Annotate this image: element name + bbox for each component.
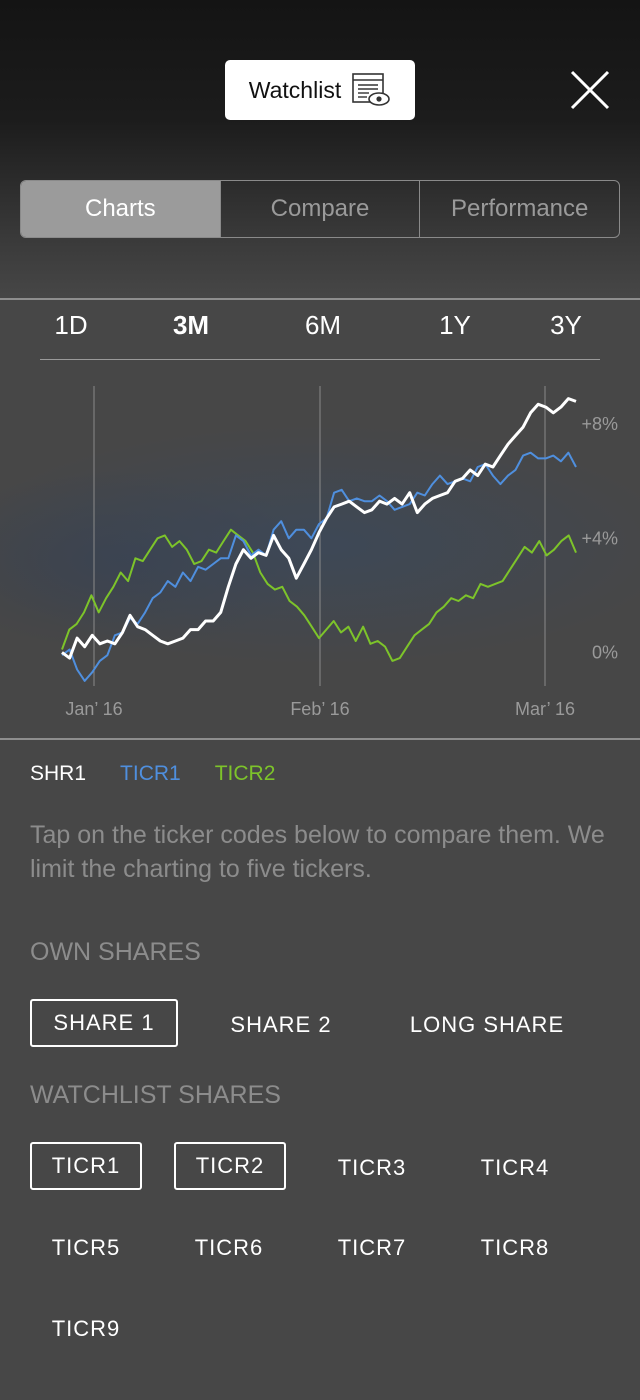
series-line-shr1 [61,397,577,660]
watchlist-label: Watchlist [248,76,342,103]
compare-instructions: Tap on the ticker codes below to compare… [30,821,605,883]
view-segmented-control: Charts Compare Performance [20,180,620,238]
series-line-ticr1 [61,451,577,682]
share-chip[interactable]: LONG SHARE [409,1012,565,1037]
tab-performance[interactable]: Performance [419,181,619,237]
watchlist-shares-heading: WATCHLIST SHARES [30,1081,281,1109]
ticker-chip[interactable]: TICR6 [194,1235,264,1260]
header-area [0,0,640,300]
legend-ticr2: TICR2 [214,762,276,785]
range-1d[interactable]: 1D [54,310,88,340]
chart-panel: 1D 3M 6M 1Y 3Y +8% +4% 0% Jan’ 16 Feb’ 16 Mar… [0,298,640,740]
y-tick-label: 0% [592,642,618,662]
range-6m[interactable]: 6M [304,310,342,340]
watchlist-eye-icon [352,73,391,106]
y-tick-label: +4% [581,528,618,548]
tab-compare[interactable]: Compare [219,181,420,237]
x-tick-label: Feb’ 16 [290,699,349,719]
x-tick-label: Jan’ 16 [65,699,122,719]
chart-legend: SHR1 TICR1 TICR2 [30,762,275,786]
legend-shr1: SHR1 [30,762,87,785]
close-icon[interactable] [566,66,614,114]
range-1y[interactable]: 1Y [439,310,471,340]
ticker-chip[interactable]: TICR2 [174,1142,286,1190]
series-line-ticr2 [61,528,577,662]
range-selector: 1D 3M 6M 1Y 3Y [0,310,640,360]
ticker-chip[interactable]: TICR5 [51,1235,121,1260]
ticker-chip[interactable]: TICR9 [51,1316,121,1341]
legend-ticr1: TICR1 [120,762,181,785]
ticker-chip[interactable]: TICR4 [480,1155,550,1180]
x-tick-label: Mar’ 16 [515,699,575,719]
y-tick-label: +8% [581,414,618,434]
tab-charts[interactable]: Charts [21,181,220,237]
own-shares-heading: OWN SHARES [30,938,201,966]
share-chip[interactable]: SHARE 2 [230,1012,332,1037]
range-divider [40,359,600,360]
ticker-chip[interactable]: TICR7 [337,1235,407,1260]
watchlist-button[interactable]: Watchlist [225,60,415,120]
ticker-chip[interactable]: TICR8 [480,1235,550,1260]
share-chip[interactable]: SHARE 1 [30,999,178,1047]
ticker-chip[interactable]: TICR3 [337,1155,407,1180]
range-3m[interactable]: 3M [172,310,210,340]
ticker-chip[interactable]: TICR1 [30,1142,142,1190]
line-chart: +8% +4% 0% Jan’ 16 Feb’ 16 Mar’ 16 [61,386,618,719]
range-3y[interactable]: 3Y [550,310,582,340]
